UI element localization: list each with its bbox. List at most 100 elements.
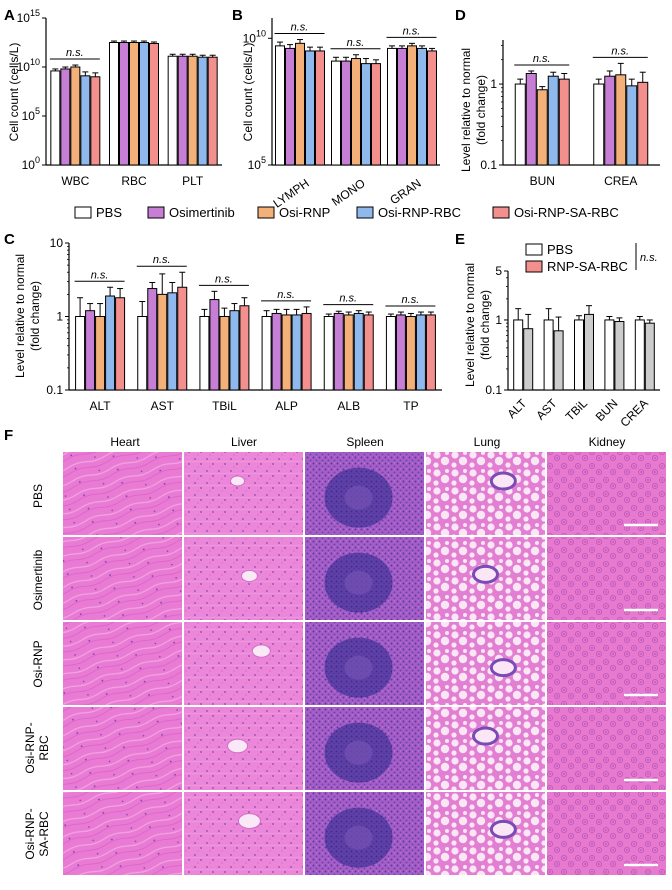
chart-c-bar-tp-osimertinib [395, 314, 406, 391]
legend-label-osi-rnp: Osi-RNP [279, 205, 330, 220]
chart-e-ytick-label-0: 0.1 [485, 383, 502, 397]
chart-e-bar-bun-rnp-sa-rbc [614, 321, 625, 391]
chart-b-bar-gran-osi-rnp-rbc [417, 47, 427, 166]
histo-osimertinib-liver-vein [240, 569, 258, 583]
legend-label-osi-rnp-rbc: Osi-RNP-RBC [378, 205, 461, 220]
chart-c-ns-alb: n.s. [339, 293, 357, 305]
histo-osi-rnp-rbc-lung-bronchiole [472, 726, 499, 746]
chart-a-bar-rbc-osi-rnp [129, 42, 139, 166]
chart-a-bar-plt-osi-rnp-sa-rbc [207, 56, 218, 166]
histo-osi-rnp-rbc-spleen-follicle-center [344, 740, 373, 765]
panel-label-c: C [4, 231, 15, 248]
chart-b-bar-mono-osimertinib [341, 60, 351, 166]
chart-c-cat-tp: TP [403, 399, 418, 413]
histo-pbs-heart-image [63, 452, 182, 535]
histo-osi-rnp-sa-rbc-liver-vein [237, 813, 261, 829]
chart-b-bar-gran-osimertinib [397, 47, 407, 166]
chart-c-bar-alp-osi-rnp-sa-rbc [301, 312, 312, 391]
chart-a-ylabel-0: Cell count (cells/L) [7, 43, 21, 142]
chart-e-bar-alt-rnp-sa-rbc [523, 328, 534, 391]
histo-osi-rnp-sa-rbc-kidney-image [547, 792, 666, 875]
chart-c-bar-ast-pbs [137, 316, 148, 391]
chart-c-cat-alt: ALT [90, 399, 112, 413]
legend-e-swatch-rnp-sa-rbc [525, 260, 543, 273]
chart-c-bar-alb-osi-rnp [343, 314, 354, 391]
histo-pbs-lung-bronchiole [489, 471, 517, 491]
chart-b-ylabel-0: Cell count (cells/L) [241, 43, 255, 142]
chart-d-bar-bun-osi-rnp [536, 89, 548, 166]
chart-d-ylabel-1: (fold change) [474, 75, 488, 145]
chart-c-bar-tbil-osi-rnp-sa-rbc [239, 305, 250, 391]
histo-pbs-liver-image [184, 452, 303, 535]
chart-a-bar-wbc-osi-rnp-sa-rbc [90, 76, 101, 166]
chart-d-bar-bun-osi-rnp-sa-rbc [558, 78, 570, 166]
chart-e-cat-ast: AST [533, 396, 560, 423]
chart-c-bar-alb-osi-rnp-rbc [353, 312, 364, 391]
chart-d-cat-crea: CREA [604, 174, 637, 188]
histo-osi-rnp-sa-rbc-spleen-follicle-center [344, 825, 373, 850]
chart-c-ns-alt: n.s. [91, 269, 109, 281]
chart-b-ns-mono: n.s. [347, 37, 365, 49]
chart-b-bar-mono-osi-rnp [351, 58, 361, 166]
histology-grid [63, 452, 666, 875]
chart-d-bar-crea-osi-rnp-sa-rbc [637, 81, 649, 166]
chart-b-bar-lymph-osimertinib [285, 47, 295, 166]
chart-b-bar-lymph-pbs [275, 45, 285, 166]
histo-osi-rnp-spleen-follicle-center [344, 655, 373, 680]
chart-c-bar-alb-osimertinib [333, 312, 344, 391]
histo-row-label-osi-rnp-sa-rbc: Osi-RNP-SA-RBC [23, 808, 51, 859]
chart-c-bar-alb-pbs [323, 316, 334, 391]
chart-e-bar-alt-pbs [513, 319, 524, 391]
histo-osi-rnp-lung-image [426, 622, 545, 705]
legend-e-ns-label: n.s. [640, 252, 658, 264]
chart-a-bar-wbc-osi-rnp [70, 66, 81, 166]
chart-e-bar-ast-rnp-sa-rbc [553, 330, 564, 391]
chart-c-bar-alt-osimertinib [85, 310, 96, 391]
histo-osi-rnp-sa-rbc-liver-image [184, 792, 303, 875]
chart-e-ylabel-1: (fold change) [478, 290, 492, 360]
chart-c-bar-ast-osi-rnp-sa-rbc [177, 286, 188, 391]
chart-e-bar-tbil-pbs [574, 319, 584, 391]
chart-b-bar-mono-pbs [331, 60, 341, 166]
histo-osimertinib-heart-image [63, 537, 182, 620]
chart-a-bar-rbc-osimertinib [119, 42, 129, 166]
chart-a-ytick-label-1: 105 [22, 106, 40, 123]
chart-a-bar-plt-osimertinib [177, 55, 188, 166]
chart-a-cat-plt: PLT [182, 174, 204, 188]
chart-b-ytick-label-0: 105 [248, 155, 266, 172]
legend-label-osimertinib: Osimertinib [169, 205, 235, 220]
legend-swatch-pbs [74, 206, 92, 219]
histo-osimertinib-spleen-follicle-center [344, 570, 373, 595]
panel-label-d: D [455, 7, 466, 24]
chart-c-ytick-label-0: 0.1 [46, 383, 63, 397]
histo-osi-rnp-sa-rbc-lung-image [426, 792, 545, 875]
chart-c-bar-alp-osi-rnp [281, 314, 292, 391]
chart-a-bar-rbc-osi-rnp-sa-rbc [149, 42, 159, 166]
histo-osi-rnp-sa-rbc-heart-image [63, 792, 182, 875]
histo-osi-rnp-kidney-image [547, 622, 666, 705]
histo-row-label-osi-rnp-rbc: Osi-RNP-RBC [23, 722, 51, 773]
chart-c-bar-ast-osimertinib [147, 288, 158, 391]
chart-d-ns-crea: n.s. [611, 45, 629, 57]
chart-c-bar-alp-osi-rnp-rbc [291, 314, 302, 391]
histo-pbs-kidney-image [547, 452, 666, 535]
chart-c-bar-tbil-osi-rnp-rbc [229, 310, 240, 391]
legend-e-label-pbs: PBS [547, 242, 573, 257]
chart-c-ns-ast: n.s. [153, 254, 171, 266]
chart-a-bar-rbc-osi-rnp-rbc [139, 42, 149, 166]
chart-e-bar-crea-rnp-sa-rbc [644, 322, 655, 391]
chart-d-ns-bun: n.s. [533, 53, 551, 65]
legend-swatch-osimertinib [147, 206, 165, 219]
histo-row-label-osi-rnp-sa-rbc-text: Osi-RNP-SA-RBC [23, 808, 51, 859]
legend-main: PBS Osimertinib Osi-RNP Osi-RNP-RBC Osi-… [74, 205, 619, 220]
legend-e-label-rnp-sa-rbc: RNP-SA-RBC [547, 259, 628, 274]
chart-b-bar-mono-osi-rnp-rbc [361, 63, 371, 166]
chart-b-bar-gran-osi-rnp-sa-rbc [427, 50, 437, 166]
chart-d-bar-bun-osi-rnp-rbc [547, 75, 559, 166]
chart-c-cat-tbil: TBiL [212, 399, 237, 413]
chart-a-cat-rbc: RBC [121, 174, 147, 188]
histo-pbs-liver-vein [230, 475, 246, 487]
chart-a-bar-plt-osi-rnp [187, 55, 198, 166]
legend-label-pbs: PBS [96, 205, 122, 220]
